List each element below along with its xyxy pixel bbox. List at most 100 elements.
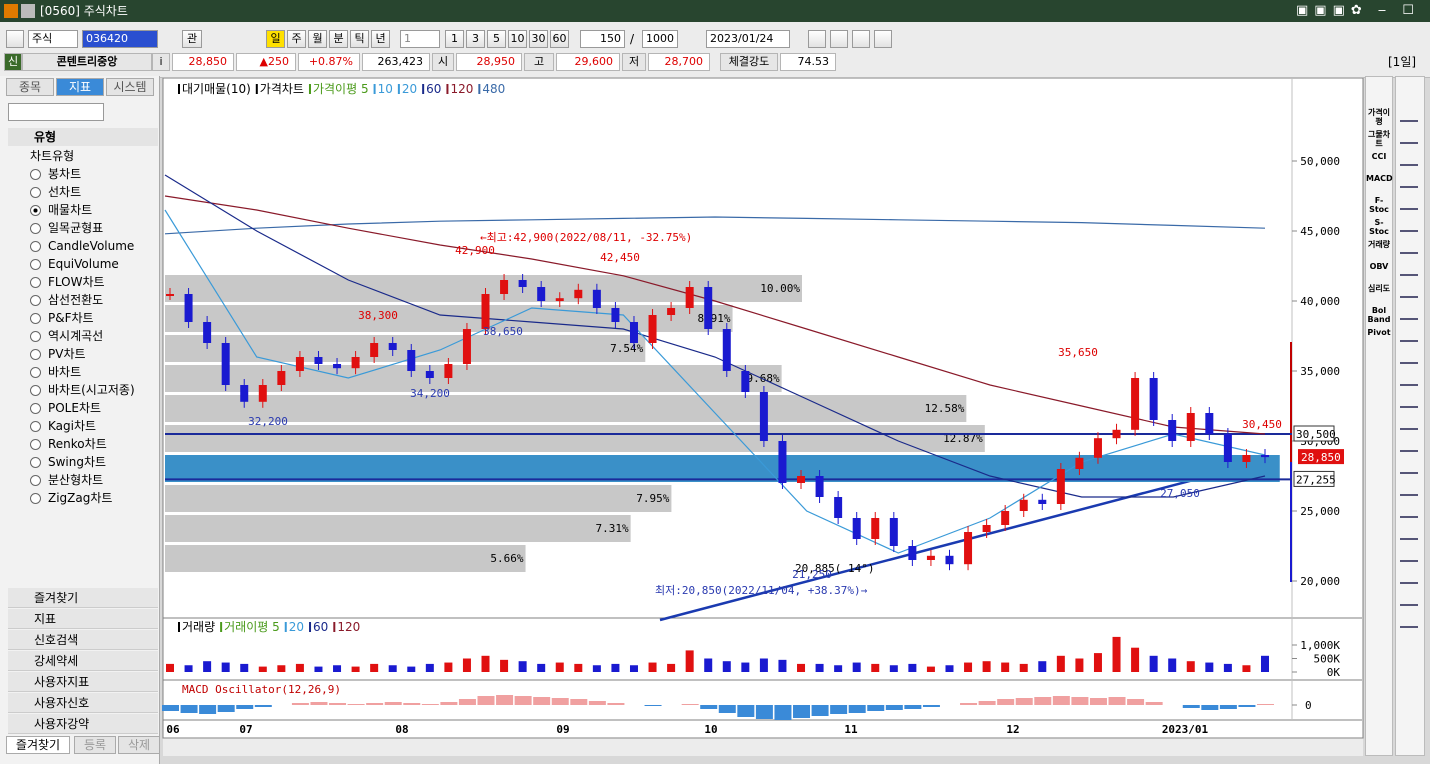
radio[interactable]: [30, 367, 41, 378]
bottom-tab[interactable]: 즐겨찾기: [6, 736, 70, 754]
interval-button[interactable]: 60: [550, 30, 569, 48]
radio[interactable]: [30, 421, 41, 432]
radio[interactable]: [30, 223, 41, 234]
draw-tool[interactable]: [1400, 306, 1418, 320]
panel-tab[interactable]: 시스템: [106, 78, 154, 96]
draw-tool[interactable]: [1400, 152, 1418, 166]
tool-icon[interactable]: [830, 30, 848, 48]
draw-tool[interactable]: [1400, 548, 1418, 562]
draw-tool[interactable]: [1400, 108, 1418, 122]
chart-type-item[interactable]: FLOW차트: [48, 275, 105, 289]
chart-type-item[interactable]: Swing차트: [48, 455, 107, 469]
radio[interactable]: [30, 295, 41, 306]
period-button[interactable]: 주: [287, 30, 306, 48]
draw-tool[interactable]: [1400, 174, 1418, 188]
draw-tool[interactable]: [1400, 328, 1418, 342]
period-button[interactable]: 일: [266, 30, 285, 48]
indicator-button[interactable]: 가격이평: [1367, 108, 1391, 126]
draw-tool[interactable]: [1400, 592, 1418, 606]
folder[interactable]: 사용자강약: [8, 714, 158, 734]
radio[interactable]: [30, 493, 41, 504]
radio[interactable]: [30, 169, 41, 180]
draw-tool[interactable]: [1400, 196, 1418, 210]
indicator-button[interactable]: MACD: [1366, 174, 1393, 183]
folder[interactable]: 강세약세: [8, 651, 158, 671]
tool-icon[interactable]: [852, 30, 870, 48]
folder[interactable]: 사용자신호: [8, 693, 158, 713]
period-button[interactable]: 분: [329, 30, 348, 48]
count-input[interactable]: 150: [580, 30, 625, 48]
radio[interactable]: [30, 439, 41, 450]
radio[interactable]: [30, 331, 41, 342]
code-input[interactable]: 036420: [82, 30, 158, 48]
chart-type-item[interactable]: 삼선전환도: [48, 293, 104, 307]
chart-type-item[interactable]: 바차트(시고저종): [48, 383, 135, 397]
radio[interactable]: [30, 277, 41, 288]
draw-tool[interactable]: [1400, 130, 1418, 144]
folder[interactable]: 지표: [8, 609, 158, 629]
folder[interactable]: 사용자지표: [8, 672, 158, 692]
draw-tool[interactable]: [1400, 350, 1418, 364]
tool-icon[interactable]: [874, 30, 892, 48]
panel-tab[interactable]: 종목: [6, 78, 54, 96]
help-icon[interactable]: [21, 4, 35, 18]
unit-select[interactable]: 1: [400, 30, 440, 48]
folder[interactable]: 즐겨찾기: [8, 588, 158, 608]
radio[interactable]: [30, 205, 41, 216]
chart-type-item[interactable]: POLE차트: [48, 401, 102, 415]
chart-type-item[interactable]: ZigZag차트: [48, 491, 113, 505]
panel-tab[interactable]: 지표: [56, 78, 104, 96]
chart-type-item[interactable]: P&F차트: [48, 311, 94, 325]
interval-button[interactable]: 3: [466, 30, 485, 48]
indicator-button[interactable]: OBV: [1369, 262, 1389, 271]
chart-type-item[interactable]: 바차트: [48, 365, 82, 379]
draw-tool[interactable]: [1400, 394, 1418, 408]
draw-tool[interactable]: [1400, 482, 1418, 496]
radio[interactable]: [30, 241, 41, 252]
indicator-button[interactable]: 거래량: [1367, 240, 1391, 249]
indicator-button[interactable]: Pivot: [1367, 328, 1391, 337]
bottom-tab[interactable]: 등록: [74, 736, 116, 754]
chart-type-item[interactable]: 역시계곡선: [48, 329, 104, 343]
interval-button[interactable]: 30: [529, 30, 548, 48]
interval-button[interactable]: 5: [487, 30, 506, 48]
indicator-button[interactable]: F-Stoc: [1369, 196, 1389, 214]
chart-scrollbar[interactable]: [163, 738, 1363, 756]
bottom-tab[interactable]: 삭제: [118, 736, 160, 754]
draw-tool[interactable]: [1400, 438, 1418, 452]
chart-type-item[interactable]: 봉차트: [48, 167, 82, 181]
radio[interactable]: [30, 313, 41, 324]
market-select[interactable]: 주식: [28, 30, 78, 48]
link-button[interactable]: 관: [182, 30, 202, 48]
indicator-button[interactable]: S-Stoc: [1369, 218, 1389, 236]
draw-tool[interactable]: [1400, 284, 1418, 298]
date-select[interactable]: 2023/01/24: [706, 30, 790, 48]
window-controls[interactable]: ▣▣▣✿ ‒ ☐ ✕: [1296, 3, 1430, 18]
chart-type-item[interactable]: EquiVolume: [48, 257, 119, 271]
chart-type-item[interactable]: Kagi차트: [48, 419, 97, 433]
indicator-button[interactable]: Bol Band: [1367, 306, 1391, 324]
chart-type-item[interactable]: 일목균형표: [48, 221, 104, 235]
radio[interactable]: [30, 349, 41, 360]
radio[interactable]: [30, 187, 41, 198]
radio[interactable]: [30, 403, 41, 414]
radio[interactable]: [30, 475, 41, 486]
draw-tool[interactable]: [1400, 218, 1418, 232]
draw-tool[interactable]: [1400, 262, 1418, 276]
chart-type-item[interactable]: 매물차트: [48, 203, 93, 217]
chart-type-item[interactable]: PV차트: [48, 347, 86, 361]
max-input[interactable]: 1000: [642, 30, 678, 48]
search-input[interactable]: [8, 103, 104, 121]
interval-button[interactable]: 1: [445, 30, 464, 48]
draw-tool[interactable]: [1400, 240, 1418, 254]
draw-tool[interactable]: [1400, 416, 1418, 430]
indicator-button[interactable]: CCI: [1371, 152, 1387, 161]
draw-tool[interactable]: [1400, 526, 1418, 540]
draw-tool[interactable]: [1400, 372, 1418, 386]
chart-type-item[interactable]: Renko차트: [48, 437, 107, 451]
indicator-button[interactable]: 그물차트: [1367, 130, 1391, 148]
draw-tool[interactable]: [1400, 570, 1418, 584]
draw-tool[interactable]: [1400, 504, 1418, 518]
chart-type-item[interactable]: 선차트: [48, 185, 82, 199]
draw-tool[interactable]: [1400, 460, 1418, 474]
